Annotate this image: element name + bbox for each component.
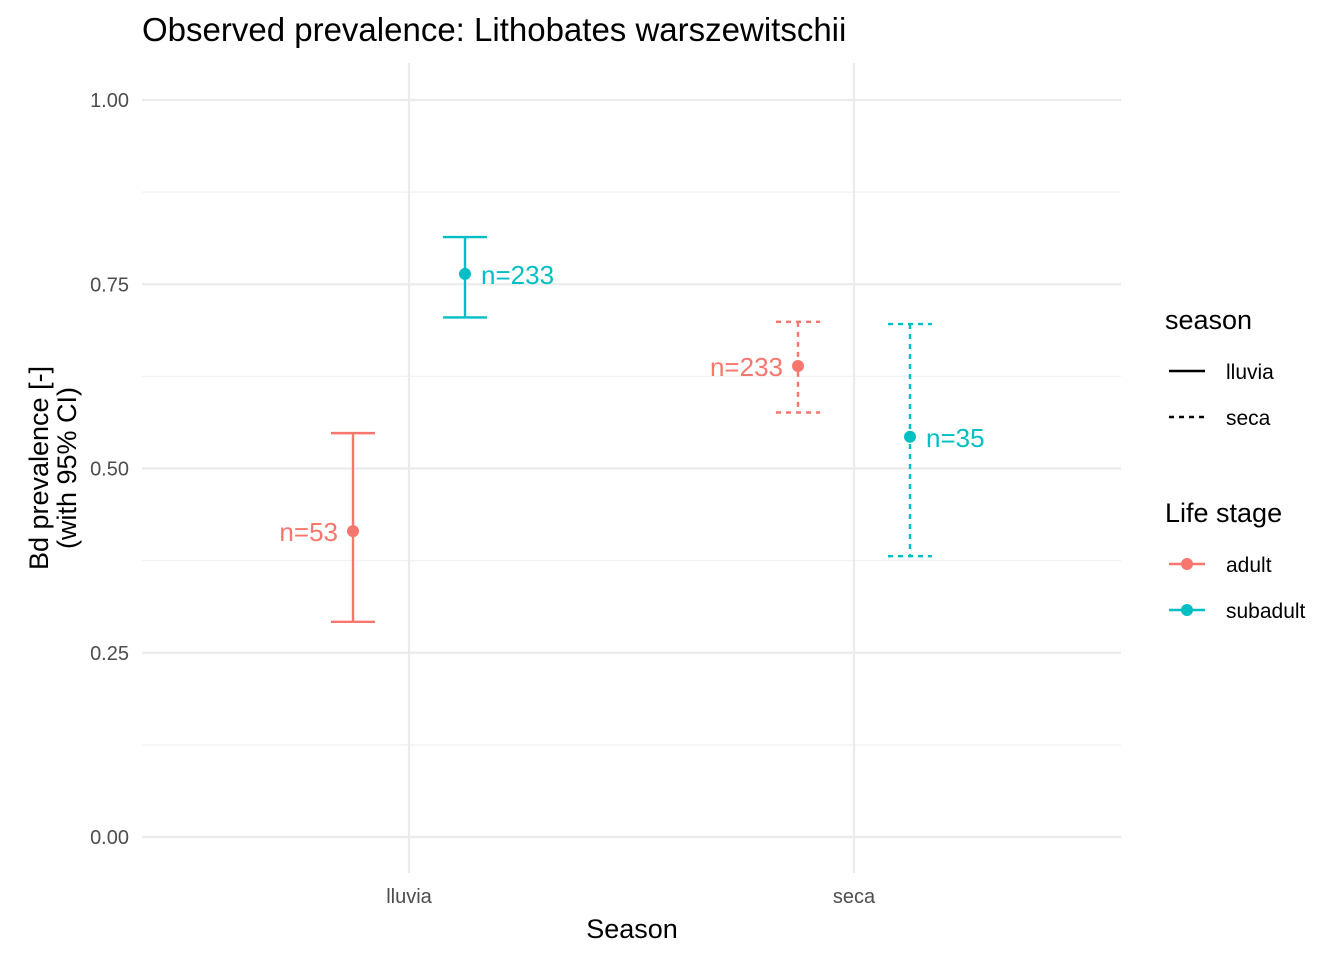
legend-label-seca: seca	[1226, 407, 1271, 430]
legend-life-stage-title: Life stage	[1165, 498, 1282, 528]
y-tick-label: 0.00	[90, 827, 129, 849]
y-axis-ticks: 0.00 0.25 0.50 0.75 1.00	[90, 90, 129, 849]
y-axis-title: Bd prevalence [-] (with 95% CI)	[24, 366, 82, 570]
x-axis-title: Season	[586, 914, 678, 944]
x-tick-label-seca: seca	[833, 886, 876, 908]
n-label-subadult-lluvia: n=233	[481, 260, 554, 290]
y-tick-label: 0.50	[90, 459, 129, 481]
y-tick-label: 0.25	[90, 643, 129, 665]
y-tick-label: 0.75	[90, 274, 129, 296]
point-subadult-lluvia	[459, 267, 471, 280]
chart-title: Observed prevalence: Lithobates warszewi…	[142, 11, 846, 48]
n-label-subadult-seca: n=35	[926, 423, 985, 453]
n-label-adult-lluvia: n=53	[279, 517, 338, 547]
legend-label-adult: adult	[1226, 554, 1272, 577]
legend-key-point-subadult	[1181, 604, 1193, 616]
legend-label-subadult: subadult	[1226, 600, 1306, 623]
errorbar-adult-seca	[776, 320, 820, 414]
y-tick-label: 1.00	[90, 90, 129, 112]
point-adult-seca	[792, 360, 804, 373]
n-label-adult-seca: n=233	[710, 352, 783, 382]
legend-key-point-adult	[1181, 558, 1193, 570]
legend: season Life stage lluvia seca adult subadul…	[1165, 305, 1306, 623]
errorbar-subadult-seca	[888, 322, 932, 558]
y-axis-title-line-2: (with 95% CI)	[52, 387, 82, 549]
x-axis-ticks: lluvia seca	[386, 886, 876, 908]
point-subadult-seca	[904, 430, 916, 443]
grid	[142, 63, 1121, 873]
point-adult-lluvia	[347, 525, 359, 538]
y-axis-title-line-1: Bd prevalence [-]	[24, 366, 54, 570]
data-marks: n=53 n=233 n=233 n=35	[279, 235, 985, 623]
x-tick-label-lluvia: lluvia	[386, 886, 432, 908]
legend-season-title: season	[1165, 305, 1252, 335]
legend-label-lluvia: lluvia	[1226, 361, 1274, 384]
